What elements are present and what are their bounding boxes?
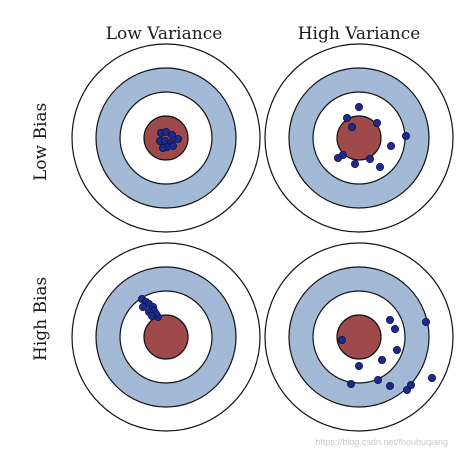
shot-dot [385, 315, 394, 324]
shot-dot [168, 141, 177, 150]
shot-dot [346, 379, 355, 388]
shot-dot [377, 355, 386, 364]
shot-dot [427, 373, 436, 382]
target-high-bias-low-variance [71, 242, 261, 432]
bullseye [336, 314, 382, 360]
shot-dot [401, 131, 410, 140]
target-low-bias-low-variance [71, 43, 261, 233]
shot-dot [392, 345, 401, 354]
shot-dot [138, 302, 147, 311]
shot-dot [167, 130, 176, 139]
shot-dot [338, 150, 347, 159]
shot-dot [406, 380, 415, 389]
shot-dot [342, 114, 351, 123]
shot-dot [365, 154, 374, 163]
watermark: https://blog.csdn.net/fhoubuqiang [315, 437, 448, 447]
shot-dot [385, 381, 394, 390]
shot-dot [421, 317, 430, 326]
shot-dot [347, 123, 356, 132]
target-high-bias-high-variance [264, 242, 454, 432]
shot-dot [173, 134, 182, 143]
target-low-bias-high-variance [264, 43, 454, 233]
shot-dot [158, 143, 167, 152]
shot-dot [337, 335, 346, 344]
shot-dot [375, 162, 384, 171]
shot-dot [372, 119, 381, 128]
column-label-low-variance: Low Variance [105, 24, 223, 44]
bullseye [336, 115, 382, 161]
shot-dot [147, 311, 156, 320]
shot-dot [386, 141, 395, 150]
shot-dot [350, 159, 359, 168]
shot-dot [390, 324, 399, 333]
bullseye [143, 314, 189, 360]
shot-dot [373, 375, 382, 384]
shot-dot [354, 103, 363, 112]
shot-dot [354, 361, 363, 370]
column-label-high-variance: High Variance [297, 24, 421, 44]
